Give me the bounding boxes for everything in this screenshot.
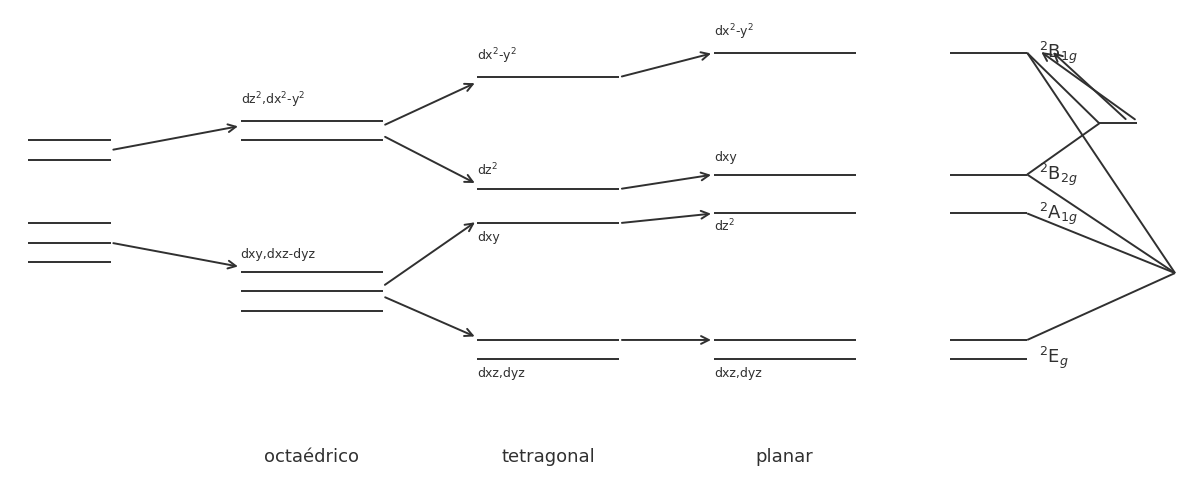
Text: dz$^2$,dx$^2$-y$^2$: dz$^2$,dx$^2$-y$^2$ [241,91,305,110]
Text: dz$^2$: dz$^2$ [478,162,499,178]
Text: dx$^2$-y$^2$: dx$^2$-y$^2$ [713,23,754,42]
Text: octaédrico: octaédrico [264,448,360,466]
Text: planar: planar [756,448,813,466]
Text: $^2$A$_{1g}$: $^2$A$_{1g}$ [1039,200,1078,227]
Text: tetragonal: tetragonal [501,448,596,466]
Text: dz$^2$: dz$^2$ [713,217,735,234]
Text: $^2$E$_g$: $^2$E$_g$ [1039,345,1068,371]
Text: dxy: dxy [713,151,736,164]
Text: dx$^2$-y$^2$: dx$^2$-y$^2$ [478,47,517,66]
Text: dxz,dyz: dxz,dyz [478,367,525,380]
Text: $^2$B$_{1g}$: $^2$B$_{1g}$ [1039,40,1078,66]
Text: $^2$B$_{2g}$: $^2$B$_{2g}$ [1039,161,1078,188]
Text: dxy: dxy [478,231,500,244]
Text: dxz,dyz: dxz,dyz [713,367,761,380]
Text: dxy,dxz-dyz: dxy,dxz-dyz [241,248,316,261]
